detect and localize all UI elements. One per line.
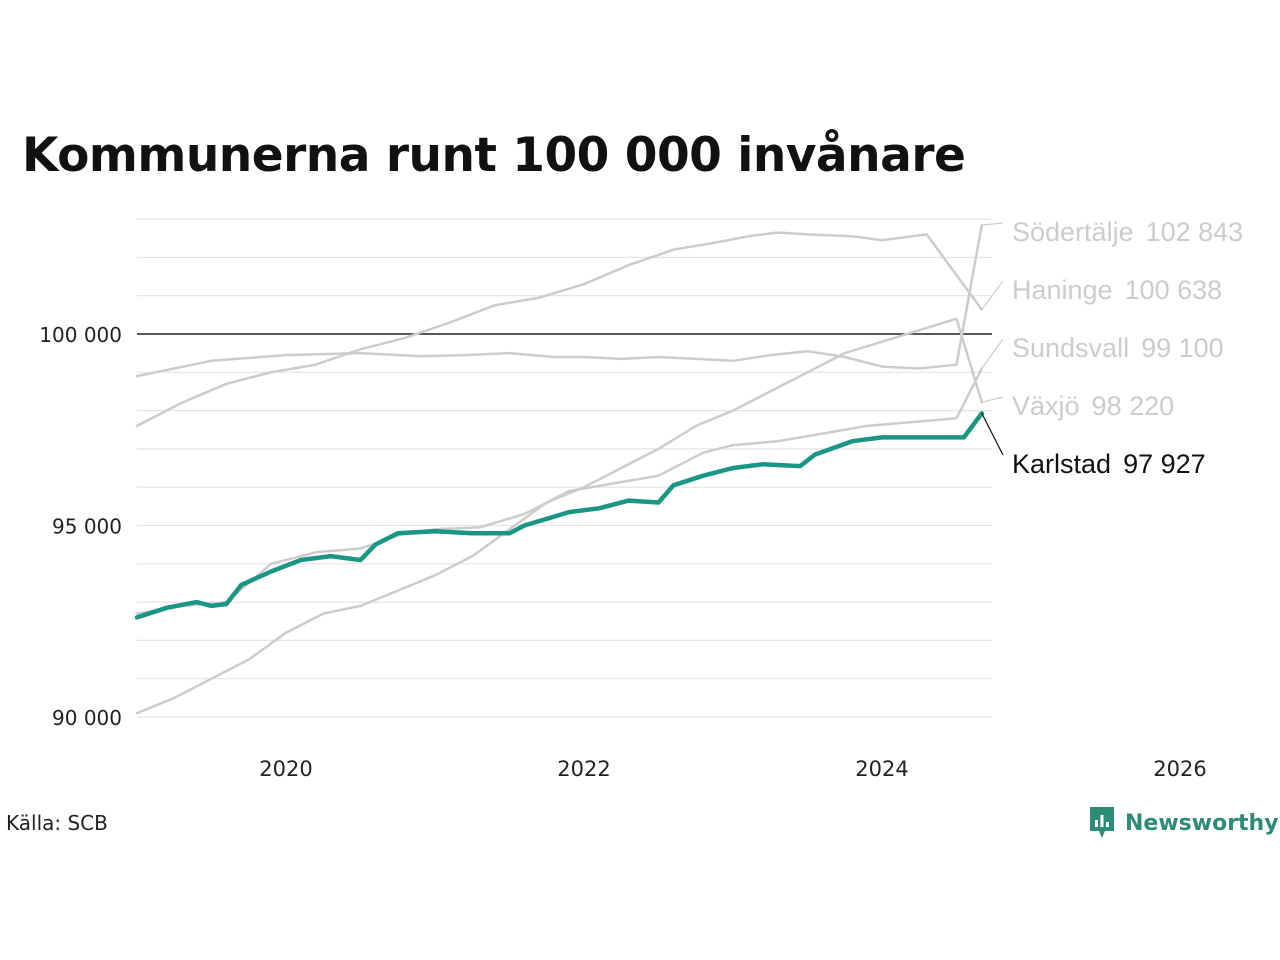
- leader-line-karlstad: [981, 413, 1004, 456]
- series-end-value: 100 638: [1125, 275, 1223, 305]
- series-end-label-sundsvall: Sundsvall 99 100: [1012, 333, 1224, 363]
- series-name: Karlstad: [1012, 449, 1111, 479]
- x-tick-label: 2022: [557, 757, 610, 781]
- series-end-labels: Södertälje 102 843 Haninge 100 638 Sundsvall…: [981, 217, 1243, 479]
- series-line-haninge: [135, 231, 984, 428]
- series-line-karlstad: [134, 411, 985, 620]
- y-tick-label: 100 000: [39, 323, 122, 347]
- newsworthy-logo-icon: [1090, 807, 1114, 838]
- series-lines: [134, 223, 985, 715]
- source-note: Källa: SCB: [6, 811, 108, 835]
- x-axis-tick-labels: 2020 2022 2024 2026: [259, 757, 1206, 781]
- series-line-sundsvall: [135, 367, 984, 615]
- series-end-label-karlstad: Karlstad 97 927: [1012, 449, 1206, 479]
- series-line-södertälje: [135, 223, 984, 378]
- brand-logo[interactable]: Newsworthy: [1088, 803, 1279, 843]
- leader-line-södertälje: [981, 222, 1004, 226]
- x-tick-label: 2026: [1153, 757, 1206, 781]
- series-end-label-haninge: Haninge 100 638: [1012, 275, 1222, 305]
- leader-line-sundsvall: [981, 338, 1004, 369]
- leader-line-haninge: [981, 280, 1004, 310]
- chart-title: Kommunerna runt 100 000 invånare: [22, 128, 966, 183]
- series-name: Växjö: [1012, 391, 1080, 421]
- series-end-label-växjö: Växjö 98 220: [1012, 391, 1174, 421]
- series-end-value: 97 927: [1123, 449, 1206, 479]
- series-end-value: 102 843: [1146, 217, 1244, 247]
- series-end-value: 99 100: [1141, 333, 1224, 363]
- series-name: Haninge: [1012, 275, 1113, 305]
- x-tick-label: 2024: [855, 757, 908, 781]
- leader-line-växjö: [981, 396, 1004, 403]
- series-end-value: 98 220: [1092, 391, 1175, 421]
- brand-name: Newsworthy: [1125, 810, 1279, 836]
- series-line-växjö: [135, 317, 984, 715]
- x-tick-label: 2020: [259, 757, 312, 781]
- y-axis-tick-labels: 90 000 95 000 100 000: [39, 323, 122, 730]
- series-name: Södertälje: [1012, 217, 1134, 247]
- y-tick-label: 90 000: [52, 706, 122, 730]
- series-name: Sundsvall: [1012, 333, 1129, 363]
- y-tick-label: 95 000: [52, 515, 122, 539]
- series-end-label-södertälje: Södertälje 102 843: [1012, 217, 1243, 247]
- grid-lines: [137, 218, 992, 718]
